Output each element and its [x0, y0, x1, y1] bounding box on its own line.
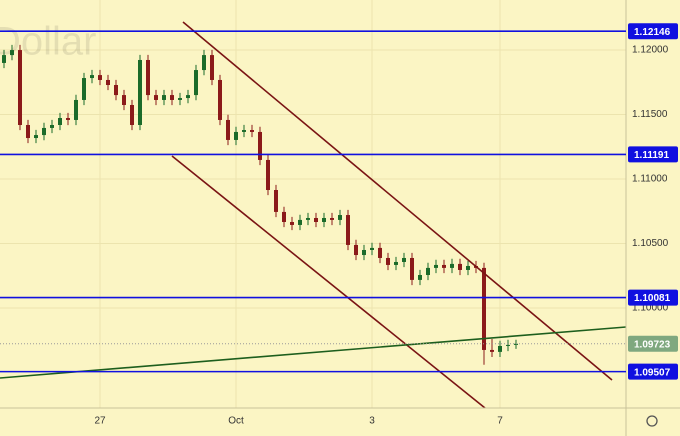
candle-body: [154, 95, 158, 100]
candle-body: [242, 130, 246, 132]
candle-body: [250, 130, 254, 132]
x-tick-label: 3: [369, 416, 375, 427]
last-price-tag: [628, 335, 678, 352]
settings-icon[interactable]: [646, 415, 658, 427]
candle-body: [10, 50, 14, 56]
y-tick-label: 1.11500: [632, 109, 668, 120]
y-tick-label: 1.10500: [632, 238, 669, 249]
candle-body: [210, 55, 214, 80]
watermark: Dollar: [0, 20, 96, 64]
candle-body: [450, 263, 454, 268]
candle-body: [194, 70, 198, 96]
candle-body: [266, 159, 270, 191]
candle-body: [306, 217, 310, 220]
overlay: 1.10000 1.10500 1.11000 1.11500 1.12000 27 Oct…: [0, 23, 678, 427]
candle-body: [298, 219, 302, 225]
x-tick-label: 27: [94, 416, 106, 427]
candle-body: [66, 118, 70, 120]
candle-body: [362, 249, 366, 256]
candle-body: [282, 211, 286, 222]
candle-body: [178, 98, 182, 100]
candle-body: [458, 263, 462, 270]
candle-body: [346, 215, 350, 245]
candle-body: [442, 264, 446, 268]
candle-body: [466, 265, 470, 270]
y-tick-label: 1.11000: [632, 174, 668, 185]
candle-body: [370, 247, 374, 250]
candle-body: [42, 127, 46, 136]
last-price-label: 1.09723: [634, 339, 671, 350]
candle-body: [514, 343, 518, 345]
candle-body: [170, 95, 174, 100]
level-label: 1.12146: [634, 27, 671, 38]
candle-body: [34, 135, 38, 139]
candle-body: [90, 75, 94, 79]
level-tag: [628, 363, 678, 380]
candle-body: [386, 257, 390, 265]
level-tag: [628, 146, 678, 163]
channel-lower: [171, 155, 486, 409]
candle-body: [114, 85, 118, 96]
candle-body: [98, 75, 102, 80]
candle-body: [162, 95, 166, 100]
candle-body: [418, 275, 422, 280]
candle-body: [138, 59, 142, 125]
grid: [0, 0, 626, 408]
candle-body: [322, 217, 326, 222]
x-tick-label: 7: [497, 416, 503, 427]
candle-body: [122, 95, 126, 105]
candle-body: [74, 99, 78, 120]
candle-body: [498, 345, 502, 352]
x-tick-label: Oct: [228, 416, 244, 427]
candle-body: [130, 104, 134, 125]
candle-body: [82, 78, 86, 100]
candle-body: [314, 217, 318, 222]
level-label: 1.09507: [634, 367, 671, 378]
candle-body: [410, 257, 414, 280]
candle-body: [258, 131, 262, 160]
candle-body: [274, 190, 278, 212]
candle-body: [50, 124, 54, 128]
candle-body: [2, 55, 6, 63]
candle-body: [426, 267, 430, 276]
candle-body: [202, 55, 206, 71]
candle-body: [434, 264, 438, 268]
candle-body: [226, 119, 230, 140]
candle-body: [506, 344, 510, 346]
candle-body: [290, 221, 294, 225]
candle-body: [58, 118, 62, 125]
candle-body: [186, 95, 190, 99]
candle-body: [234, 131, 238, 140]
candles: [2, 44, 518, 365]
candle-body: [490, 349, 494, 352]
candle-body: [394, 261, 398, 265]
candle-body: [26, 124, 30, 139]
candle-body: [378, 247, 382, 258]
candle-body: [338, 215, 342, 220]
candle-body: [482, 267, 486, 350]
y-tick-label: 1.10000: [632, 303, 669, 314]
y-tick-label: 1.12000: [632, 45, 669, 56]
channel-upper: [182, 21, 613, 381]
candle-body: [106, 79, 110, 86]
level-tag: [628, 289, 678, 306]
level-label: 1.11191: [634, 150, 669, 161]
candle-body: [402, 257, 406, 262]
candle-body: [218, 79, 222, 120]
level-tag: [628, 23, 678, 40]
trend-line: [0, 326, 627, 379]
candle-body: [18, 50, 22, 125]
candle-body: [330, 217, 334, 220]
candle-body: [354, 244, 358, 256]
level-label: 1.10081: [634, 293, 671, 304]
candle-body: [146, 59, 150, 96]
